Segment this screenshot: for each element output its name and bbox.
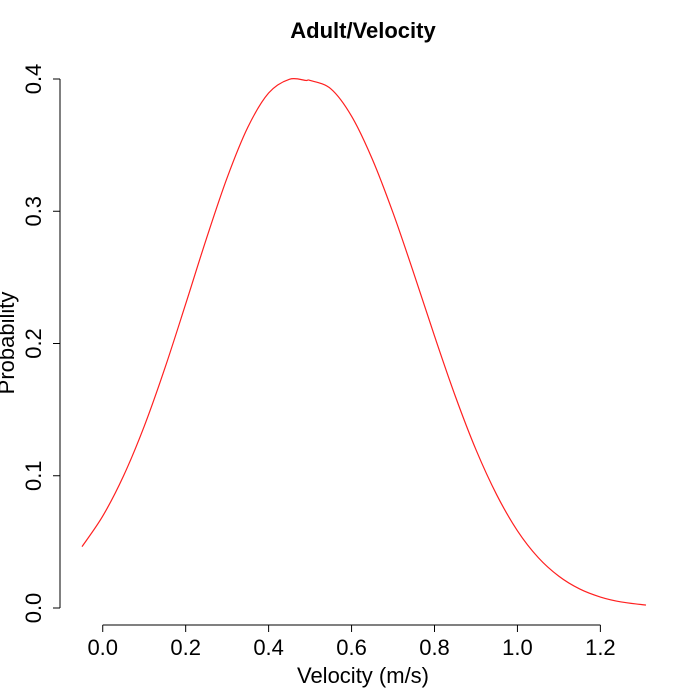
y-tick-label: 0.4 — [21, 64, 46, 95]
x-tick-label: 0.0 — [87, 635, 118, 660]
x-tick-label: 0.6 — [336, 635, 367, 660]
y-tick-label: 0.0 — [21, 593, 46, 624]
x-tick-label: 0.2 — [170, 635, 201, 660]
y-tick-label: 0.3 — [21, 196, 46, 227]
x-axis-label: Velocity (m/s) — [297, 663, 429, 688]
x-tick-label: 0.4 — [253, 635, 284, 660]
y-tick-label: 0.2 — [21, 328, 46, 359]
x-tick-label: 0.8 — [419, 635, 450, 660]
series-line — [81, 77, 647, 606]
y-tick-label: 0.1 — [21, 460, 46, 491]
x-axis: 0.0 0.2 0.4 0.6 0.8 1.0 1.2 — [87, 624, 616, 660]
chart-title: Adult/Velocity — [290, 18, 436, 43]
y-axis: 0.0 0.1 0.2 0.3 0.4 — [21, 64, 61, 624]
y-axis-label: Probability — [0, 292, 19, 395]
x-tick-label: 1.0 — [502, 635, 533, 660]
plot-area — [81, 77, 647, 606]
x-tick-label: 1.2 — [585, 635, 616, 660]
